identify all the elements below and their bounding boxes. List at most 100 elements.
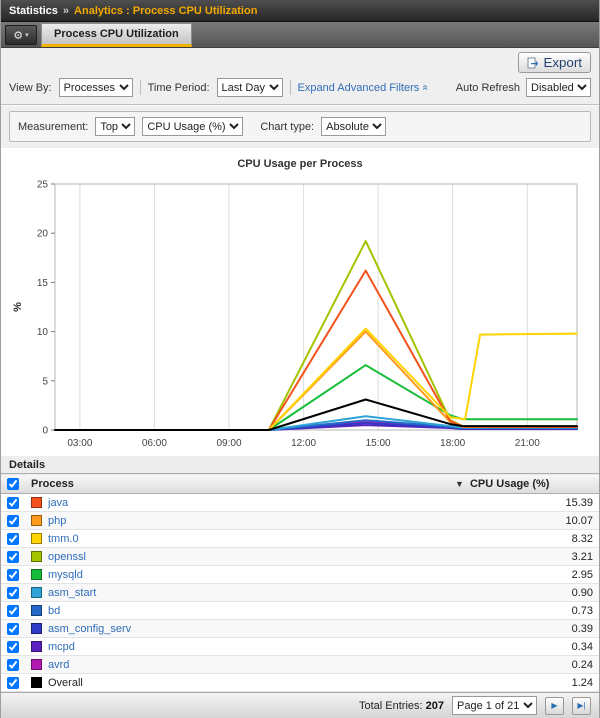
process-name-link[interactable]: openssl: [48, 550, 86, 563]
svg-text:10: 10: [37, 327, 49, 338]
details-section-title: Details: [1, 456, 599, 473]
table-row: asm_start 0.90: [1, 583, 599, 602]
table-row: Overall 1.24: [1, 673, 599, 692]
row-checkbox[interactable]: [7, 640, 19, 653]
breadcrumb-separator: »: [62, 4, 70, 17]
measurement-select[interactable]: Top: [95, 117, 136, 136]
chevron-down-icon: ▾: [25, 32, 29, 39]
chart-type-select[interactable]: Absolute: [321, 117, 387, 136]
separator: [139, 80, 141, 95]
row-checkbox[interactable]: [7, 532, 19, 545]
auto-refresh-select[interactable]: Disabled: [526, 78, 591, 97]
series-color-swatch: [31, 496, 42, 508]
chart-title: CPU Usage per Process: [237, 158, 363, 170]
table-row: avrd 0.24: [1, 655, 599, 674]
tab-process-cpu-utilization[interactable]: Process CPU Utilization: [41, 23, 192, 47]
table-row: java 15.39: [1, 493, 599, 512]
row-checkbox[interactable]: [7, 496, 19, 509]
cpu-usage-line-chart: 03:00 06:00 09:00 12:00 15:00 18:00 21:00 0 5 10 1…: [12, 180, 578, 449]
measurement-label: Measurement:: [18, 120, 89, 133]
cpu-usage-value: 0.90: [449, 583, 599, 602]
series-color-swatch: [31, 568, 42, 580]
svg-text:21:00: 21:00: [515, 438, 540, 449]
row-checkbox[interactable]: [7, 550, 19, 563]
process-name-link[interactable]: mysqld: [48, 568, 83, 581]
breadcrumb: Statistics » Analytics : Process CPU Uti…: [1, 0, 599, 22]
tab-strip: ⚙ ▾ Process CPU Utilization: [1, 22, 599, 48]
breadcrumb-statistics[interactable]: Statistics: [9, 4, 58, 17]
column-header-cpu-usage[interactable]: ▼ CPU Usage (%): [449, 473, 599, 494]
svg-text:%: %: [12, 302, 24, 312]
svg-text:0: 0: [42, 426, 48, 437]
pagination-footer: Total Entries: 207 Page 1 of 21 ▶ ▶|: [1, 692, 599, 718]
svg-text:5: 5: [42, 376, 48, 387]
last-page-button[interactable]: ▶|: [572, 696, 591, 715]
time-period-select[interactable]: Last Day: [216, 78, 283, 97]
svg-text:06:00: 06:00: [142, 438, 167, 449]
table-row: php 10.07: [1, 511, 599, 530]
svg-text:12:00: 12:00: [291, 438, 316, 449]
metric-select[interactable]: CPU Usage (%): [142, 117, 244, 136]
row-checkbox[interactable]: [7, 604, 19, 617]
row-checkbox[interactable]: [7, 514, 19, 527]
row-checkbox[interactable]: [7, 658, 19, 671]
svg-text:15: 15: [37, 278, 49, 289]
expand-advanced-filters-label: Expand Advanced Filters: [297, 81, 420, 94]
table-row: mcpd 0.34: [1, 637, 599, 656]
export-row: Export: [1, 48, 599, 75]
table-row: bd 0.73: [1, 601, 599, 620]
export-button-label: Export: [543, 55, 582, 70]
process-name-link[interactable]: php: [48, 514, 67, 527]
cpu-usage-value: 0.24: [449, 655, 599, 674]
export-button[interactable]: Export: [518, 52, 591, 73]
row-checkbox[interactable]: [7, 676, 19, 689]
view-by-label: View By:: [9, 81, 52, 94]
row-checkbox[interactable]: [7, 586, 19, 599]
page-select[interactable]: Page 1 of 21: [452, 696, 537, 715]
auto-refresh-label: Auto Refresh: [455, 81, 520, 94]
settings-menu-button[interactable]: ⚙ ▾: [5, 25, 37, 45]
total-entries-label: Total Entries:: [358, 699, 423, 712]
series-line-Overall: [54, 398, 578, 431]
horizontal-divider: [1, 104, 599, 106]
cpu-usage-value: 0.73: [449, 601, 599, 620]
process-name-link[interactable]: asm_config_serv: [48, 622, 132, 635]
double-chevron-icon: »: [419, 84, 431, 91]
table-row: asm_config_serv 0.39: [1, 619, 599, 638]
export-icon: [527, 57, 539, 68]
total-entries: Total Entries: 207: [359, 700, 444, 712]
cpu-usage-value: 15.39: [449, 493, 599, 512]
process-name-link[interactable]: avrd: [48, 658, 70, 671]
column-header-process[interactable]: Process: [25, 473, 449, 494]
expand-advanced-filters-link[interactable]: Expand Advanced Filters »: [297, 81, 431, 94]
total-entries-value: 207: [425, 699, 444, 712]
svg-text:03:00: 03:00: [67, 438, 92, 449]
series-color-swatch: [31, 514, 42, 526]
cpu-usage-value: 0.34: [449, 637, 599, 656]
process-name-link[interactable]: bd: [48, 604, 61, 617]
svg-text:25: 25: [37, 180, 49, 191]
next-page-icon: ▶: [551, 701, 558, 710]
table-row: openssl 3.21: [1, 547, 599, 566]
series-color-swatch: [31, 550, 42, 562]
select-all-checkbox[interactable]: [7, 477, 19, 490]
row-checkbox[interactable]: [7, 568, 19, 581]
cpu-usage-value: 3.21: [449, 547, 599, 566]
sort-descending-icon: ▼: [455, 478, 464, 489]
series-color-swatch: [31, 640, 42, 652]
view-by-select[interactable]: Processes: [58, 78, 133, 97]
chart-type-label: Chart type:: [260, 120, 315, 133]
measurement-box: Measurement: Top CPU Usage (%) Chart typ…: [9, 111, 591, 142]
process-name-link[interactable]: tmm.0: [48, 532, 79, 545]
process-name-link[interactable]: asm_start: [48, 586, 97, 599]
svg-text:18:00: 18:00: [440, 438, 465, 449]
tab-label: Process CPU Utilization: [54, 28, 179, 40]
next-page-button[interactable]: ▶: [545, 696, 564, 715]
process-name-link[interactable]: java: [48, 496, 69, 509]
process-name-link[interactable]: mcpd: [48, 640, 75, 653]
row-checkbox[interactable]: [7, 622, 19, 635]
table-row: tmm.0 8.32: [1, 529, 599, 548]
series-color-swatch: [31, 586, 42, 598]
time-period-label: Time Period:: [147, 81, 210, 94]
